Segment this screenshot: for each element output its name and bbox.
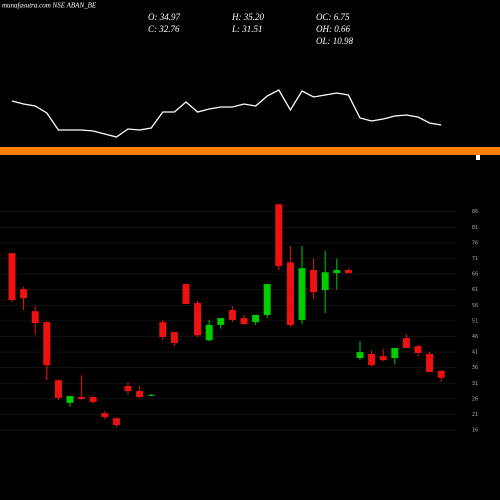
candle-body xyxy=(368,353,376,366)
candle-body xyxy=(310,270,318,293)
candle-body xyxy=(66,396,74,403)
y-tick-label: 76 xyxy=(472,240,478,246)
candle-body xyxy=(159,322,167,338)
candle-body xyxy=(101,413,109,417)
candle-body xyxy=(182,284,190,305)
candle-body xyxy=(252,314,260,323)
stat: OL: 10.98 xyxy=(316,36,354,46)
candle-body xyxy=(286,262,294,325)
candle-body xyxy=(344,270,352,274)
candle-body xyxy=(136,391,144,397)
candle-body xyxy=(414,346,422,354)
candle-body xyxy=(298,268,306,320)
candle-body xyxy=(78,396,86,399)
y-tick-label: 71 xyxy=(472,256,478,262)
marker xyxy=(476,152,480,160)
candle-body xyxy=(124,386,132,392)
stat: C: 32.76 xyxy=(148,24,180,34)
y-tick-label: 81 xyxy=(472,225,478,231)
candle-body xyxy=(205,324,213,341)
y-tick-label: 46 xyxy=(472,334,478,340)
candle-body xyxy=(333,270,341,274)
candle-body xyxy=(43,322,51,366)
indicator-line xyxy=(11,89,442,138)
candle-body xyxy=(426,353,434,373)
y-tick-label: 21 xyxy=(472,412,478,418)
candle-body xyxy=(170,332,178,344)
candle-body xyxy=(321,272,329,291)
y-tick-label: 36 xyxy=(472,365,478,371)
y-tick-label: 56 xyxy=(472,303,478,309)
y-tick-label: 51 xyxy=(472,318,478,324)
stat: L: 31.51 xyxy=(231,24,263,34)
stat: O: 34.97 xyxy=(148,12,180,22)
candle-body xyxy=(263,284,271,315)
y-tick-label: 86 xyxy=(472,209,478,215)
candle-body xyxy=(437,370,445,378)
candle-body xyxy=(356,352,364,358)
band xyxy=(0,147,500,155)
candle-body xyxy=(228,309,236,320)
y-tick-label: 26 xyxy=(472,396,478,402)
candle-body xyxy=(275,204,283,266)
candle-body xyxy=(379,356,387,361)
y-tick-label: 16 xyxy=(472,428,478,434)
candle-body xyxy=(31,311,39,324)
y-tick-label: 31 xyxy=(472,381,478,387)
candle-body xyxy=(147,394,155,396)
candle-body xyxy=(20,289,28,299)
y-tick-label: 41 xyxy=(472,350,478,356)
y-tick-label: 66 xyxy=(472,272,478,278)
candle-body xyxy=(402,338,410,349)
candle-body xyxy=(194,303,202,336)
candle-body xyxy=(391,348,399,358)
chart-title: munafasutra.com NSE ABAN_BE xyxy=(2,2,97,10)
candle-body xyxy=(112,418,120,426)
candle-body xyxy=(8,253,16,300)
stat: H: 35.20 xyxy=(231,12,264,22)
candle-body xyxy=(240,318,248,324)
stat: OC: 6.75 xyxy=(316,12,350,22)
candle-body xyxy=(54,380,62,398)
candle-body xyxy=(217,318,225,325)
candle-body xyxy=(89,396,97,402)
stat: OH: 0.66 xyxy=(316,24,350,34)
y-tick-label: 61 xyxy=(472,287,478,293)
